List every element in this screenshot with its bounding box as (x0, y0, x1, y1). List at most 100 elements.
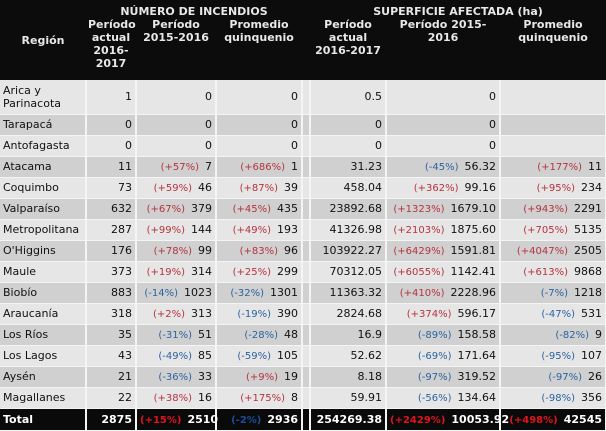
value: 390 (277, 307, 299, 320)
percent-change: (-49%) (158, 351, 192, 362)
s_prev-cell: (+374%) 596.17 (386, 303, 502, 325)
value: 2936 (267, 412, 299, 426)
value: 0 (489, 118, 497, 131)
value: 171.64 (457, 349, 497, 362)
n_avg-cell: 0 (216, 80, 304, 115)
value: 10053.92 (451, 412, 510, 426)
s_prev-cell: (-97%) 319.52 (386, 366, 502, 388)
percent-change: (-36%) (158, 372, 192, 383)
n_prev-cell: (+2%) 313 (136, 303, 217, 325)
percent-change: (+943%) (523, 204, 569, 215)
percent-change: (+95%) (536, 183, 576, 194)
s_act-cell: 2824.68 (310, 303, 388, 325)
region-cell: Coquimbo (0, 177, 87, 199)
value: 1875.60 (450, 223, 497, 236)
s_prev-cell: (+410%) 2228.96 (386, 282, 502, 304)
n_avg-cell: (+9%) 19 (216, 366, 304, 388)
value: 26 (588, 370, 603, 383)
percent-change: (-47%) (541, 309, 576, 320)
header-fire-count: NÚMERO DE INCENDIOS (86, 0, 303, 18)
value: 193 (277, 223, 299, 236)
value: 107 (581, 349, 603, 362)
n_act-cell: 43 (86, 345, 137, 367)
header-s-actual: Período actual 2016-2017 (310, 18, 387, 80)
value: 314 (191, 265, 212, 278)
value: 33 (198, 370, 212, 383)
n_avg-cell: (-32%) 1301 (216, 282, 304, 304)
spacer-cell (302, 198, 312, 220)
n_avg-cell: (+83%) 96 (216, 240, 304, 262)
s_act-cell: 11363.32 (310, 282, 388, 304)
percent-change: (+374%) (406, 309, 452, 320)
value: 0 (489, 139, 497, 152)
percent-change: (+175%) (240, 393, 286, 404)
spacer-cell (302, 345, 312, 367)
value: 531 (581, 307, 603, 320)
percent-change: (+2103%) (393, 225, 445, 236)
percent-change: (-95%) (541, 351, 576, 362)
table-row: O'Higgins 176 (+78%) 99 (+83%) 96 103922.27 (+6… (0, 240, 606, 262)
region-cell: Los Ríos (0, 324, 87, 346)
percent-change: (-7%) (540, 288, 569, 299)
percent-change: (+4047%) (516, 246, 569, 257)
percent-change: (+2429%) (390, 414, 446, 426)
s_act-cell: 59.91 (310, 387, 388, 409)
table-row: Coquimbo 73 (+59%) 46 (+87%) 39 458.04 (+362%) 9… (0, 177, 606, 199)
n_avg-cell: (+175%) 8 (216, 387, 304, 409)
percent-change: (-97%) (417, 372, 452, 383)
percent-change: (-59%) (237, 351, 272, 362)
percent-change: (-31%) (158, 330, 192, 341)
s_act-cell: 23892.68 (310, 198, 388, 220)
s_prev-cell: (-89%) 158.58 (386, 324, 502, 346)
percent-change: (-69%) (417, 351, 452, 362)
s_act-cell: 458.04 (310, 177, 388, 199)
value: 0 (205, 139, 212, 152)
table-row: Metropolitana 287 (+99%) 144 (+49%) 193 41326.… (0, 219, 606, 241)
spacer-cell (302, 282, 312, 304)
value: 42545 (563, 412, 603, 426)
percent-change: (+83%) (239, 246, 279, 257)
percent-change: (-28%) (244, 330, 279, 341)
n_act-cell: 11 (86, 156, 137, 178)
table-row: Arica y Parinacota 1 0 0 0.5 0 (0, 80, 606, 115)
percent-change: (+49%) (232, 225, 272, 236)
n_avg-cell: (+45%) 435 (216, 198, 304, 220)
s_prev-cell: 0 (386, 135, 502, 157)
value: 5135 (574, 223, 603, 236)
value: 319.52 (457, 370, 497, 383)
region-cell: Metropolitana (0, 219, 87, 241)
n_prev-cell: (-14%) 1023 (136, 282, 217, 304)
region-cell: Biobío (0, 282, 87, 304)
value: 2510 (187, 412, 219, 426)
n_avg-cell: (-28%) 48 (216, 324, 304, 346)
header-s-avg: Promedio quinquenio (500, 18, 606, 80)
s_avg-cell: (+705%) 5135 (500, 219, 606, 241)
n_avg-cell: (+87%) 39 (216, 177, 304, 199)
n_avg-cell: (-59%) 105 (216, 345, 304, 367)
value: 19 (284, 370, 299, 383)
value: 0 (205, 90, 212, 104)
s_act-cell: 0 (310, 114, 388, 136)
n_act-cell: 22 (86, 387, 137, 409)
value: 0 (205, 118, 212, 131)
percent-change: (+78%) (153, 246, 192, 257)
s_act-cell: 8.18 (310, 366, 388, 388)
percent-change: (+57%) (160, 162, 199, 173)
percent-change: (+362%) (413, 183, 459, 194)
region-cell: Antofagasta (0, 135, 87, 157)
spacer-cell (302, 408, 312, 431)
s_prev-cell: (+6429%) 1591.81 (386, 240, 502, 262)
n_prev-cell: 0 (136, 80, 217, 115)
s_act-cell: 41326.98 (310, 219, 388, 241)
header-s-prev: Período 2015-2016 (386, 18, 501, 80)
n_prev-cell: 0 (136, 135, 217, 157)
percent-change: (+87%) (239, 183, 279, 194)
s_prev-cell: (+362%) 99.16 (386, 177, 502, 199)
value: 0 (291, 139, 299, 152)
spacer-cell (302, 219, 312, 241)
s_avg-cell: (+4047%) 2505 (500, 240, 606, 262)
value: 299 (277, 265, 299, 278)
percent-change: (-97%) (548, 372, 583, 383)
value: 11 (588, 160, 603, 173)
